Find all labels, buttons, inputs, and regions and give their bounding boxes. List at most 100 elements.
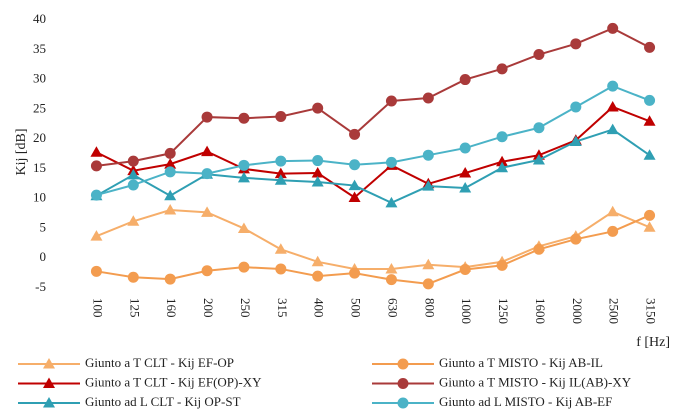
circle-marker [164, 166, 176, 178]
triangle-marker [606, 123, 619, 135]
circle-marker [385, 95, 397, 107]
circle-marker [385, 274, 397, 286]
triangle-marker [643, 115, 656, 126]
x-tick-label: 3150 [644, 298, 659, 324]
legend-label: Giunto a T CLT - Kij EF-OP [85, 355, 234, 370]
circle-marker [349, 159, 361, 171]
y-tick-label: 5 [40, 219, 47, 234]
triangle-marker [311, 175, 324, 187]
circle-marker [275, 155, 287, 167]
triangle-marker [643, 221, 656, 232]
circle-marker [459, 74, 471, 86]
series-line [96, 85, 650, 197]
circle-marker [570, 233, 582, 245]
legend-marker [397, 378, 409, 389]
circle-marker [238, 261, 250, 273]
circle-marker [570, 38, 582, 50]
y-axis-label: Kij [dB] [14, 128, 29, 175]
x-tick-label: 2500 [607, 298, 622, 324]
y-tick-label: 40 [33, 11, 46, 26]
circle-marker [127, 179, 139, 191]
circle-marker [385, 156, 397, 168]
series-line [96, 208, 650, 270]
y-tick-label: 20 [33, 130, 46, 145]
circle-marker [90, 160, 102, 172]
x-tick-label: 250 [238, 298, 253, 318]
x-tick-label: 1600 [533, 298, 548, 324]
circle-marker [607, 80, 619, 92]
series-line [96, 214, 650, 285]
triangle-marker [274, 243, 287, 254]
circle-marker [201, 168, 213, 180]
x-tick-label: 800 [422, 298, 437, 318]
triangle-marker [348, 191, 361, 202]
circle-marker [422, 92, 434, 104]
circle-marker [644, 209, 656, 221]
y-tick-label: 10 [33, 190, 46, 205]
circle-marker [127, 155, 139, 167]
circle-marker [238, 159, 250, 171]
legend-marker [43, 358, 55, 369]
triangle-marker [311, 167, 324, 178]
circle-marker [644, 41, 656, 53]
x-tick-label: 125 [127, 298, 142, 318]
triangle-marker [127, 215, 140, 226]
circle-marker [275, 110, 287, 122]
x-tick-label: 400 [312, 298, 327, 318]
circle-marker [459, 142, 471, 154]
triangle-marker [164, 158, 177, 169]
circle-marker [90, 189, 102, 201]
triangle-marker [422, 258, 435, 270]
circle-marker [312, 270, 324, 282]
y-tick-label: 15 [33, 160, 46, 175]
legend-label: Giunto a T MISTO - Kij AB-IL [439, 355, 603, 370]
legend-label: Giunto a T CLT - Kij EF(OP)-XY [85, 374, 262, 389]
legend-marker [43, 377, 55, 388]
triangle-marker [274, 174, 287, 185]
y-tick-label: 35 [33, 41, 46, 56]
triangle-marker [127, 168, 140, 180]
triangle-marker [311, 255, 324, 267]
circle-marker [275, 263, 287, 275]
triangle-marker [274, 167, 287, 179]
circle-marker [607, 225, 619, 237]
legend-label: Giunto a T MISTO - Kij IL(AB)-XY [439, 374, 632, 389]
x-tick-label: 160 [164, 298, 179, 318]
triangle-marker [201, 145, 214, 157]
legend-marker [43, 397, 55, 408]
y-tick-label: 30 [33, 71, 46, 86]
circle-marker [496, 131, 508, 143]
triangle-marker [164, 203, 177, 215]
triangle-marker [164, 189, 177, 201]
triangle-marker [237, 222, 250, 233]
x-tick-label: 1250 [496, 298, 511, 324]
x-tick-label: 100 [90, 298, 105, 318]
triangle-marker [606, 100, 619, 112]
triangle-marker [237, 171, 250, 183]
x-tick-label: 315 [275, 298, 290, 318]
circle-marker [496, 259, 508, 271]
circle-marker [127, 271, 139, 283]
circle-marker [533, 243, 545, 255]
triangle-marker [348, 179, 361, 191]
triangle-marker [459, 167, 472, 178]
circle-marker [496, 63, 508, 75]
circle-marker [349, 267, 361, 279]
x-tick-label: 630 [385, 298, 400, 318]
circle-marker [607, 22, 619, 34]
circle-marker [90, 265, 102, 277]
legend-label: Giunto ad L CLT - Kij OP-ST [85, 394, 241, 409]
series-line [96, 27, 651, 167]
triangle-marker [606, 205, 619, 217]
circle-marker [349, 128, 361, 140]
circle-marker [312, 102, 324, 114]
triangle-marker [422, 180, 435, 191]
triangle-marker [569, 135, 582, 146]
legend-marker [397, 358, 409, 370]
legend-label: Giunto ad L MISTO - Kij AB-EF [439, 394, 612, 409]
x-tick-label: 200 [201, 298, 216, 318]
y-tick-label: 25 [33, 100, 46, 115]
circle-marker [459, 264, 471, 276]
x-axis-label: f [Hz] [636, 335, 670, 350]
triangle-marker [459, 181, 472, 193]
